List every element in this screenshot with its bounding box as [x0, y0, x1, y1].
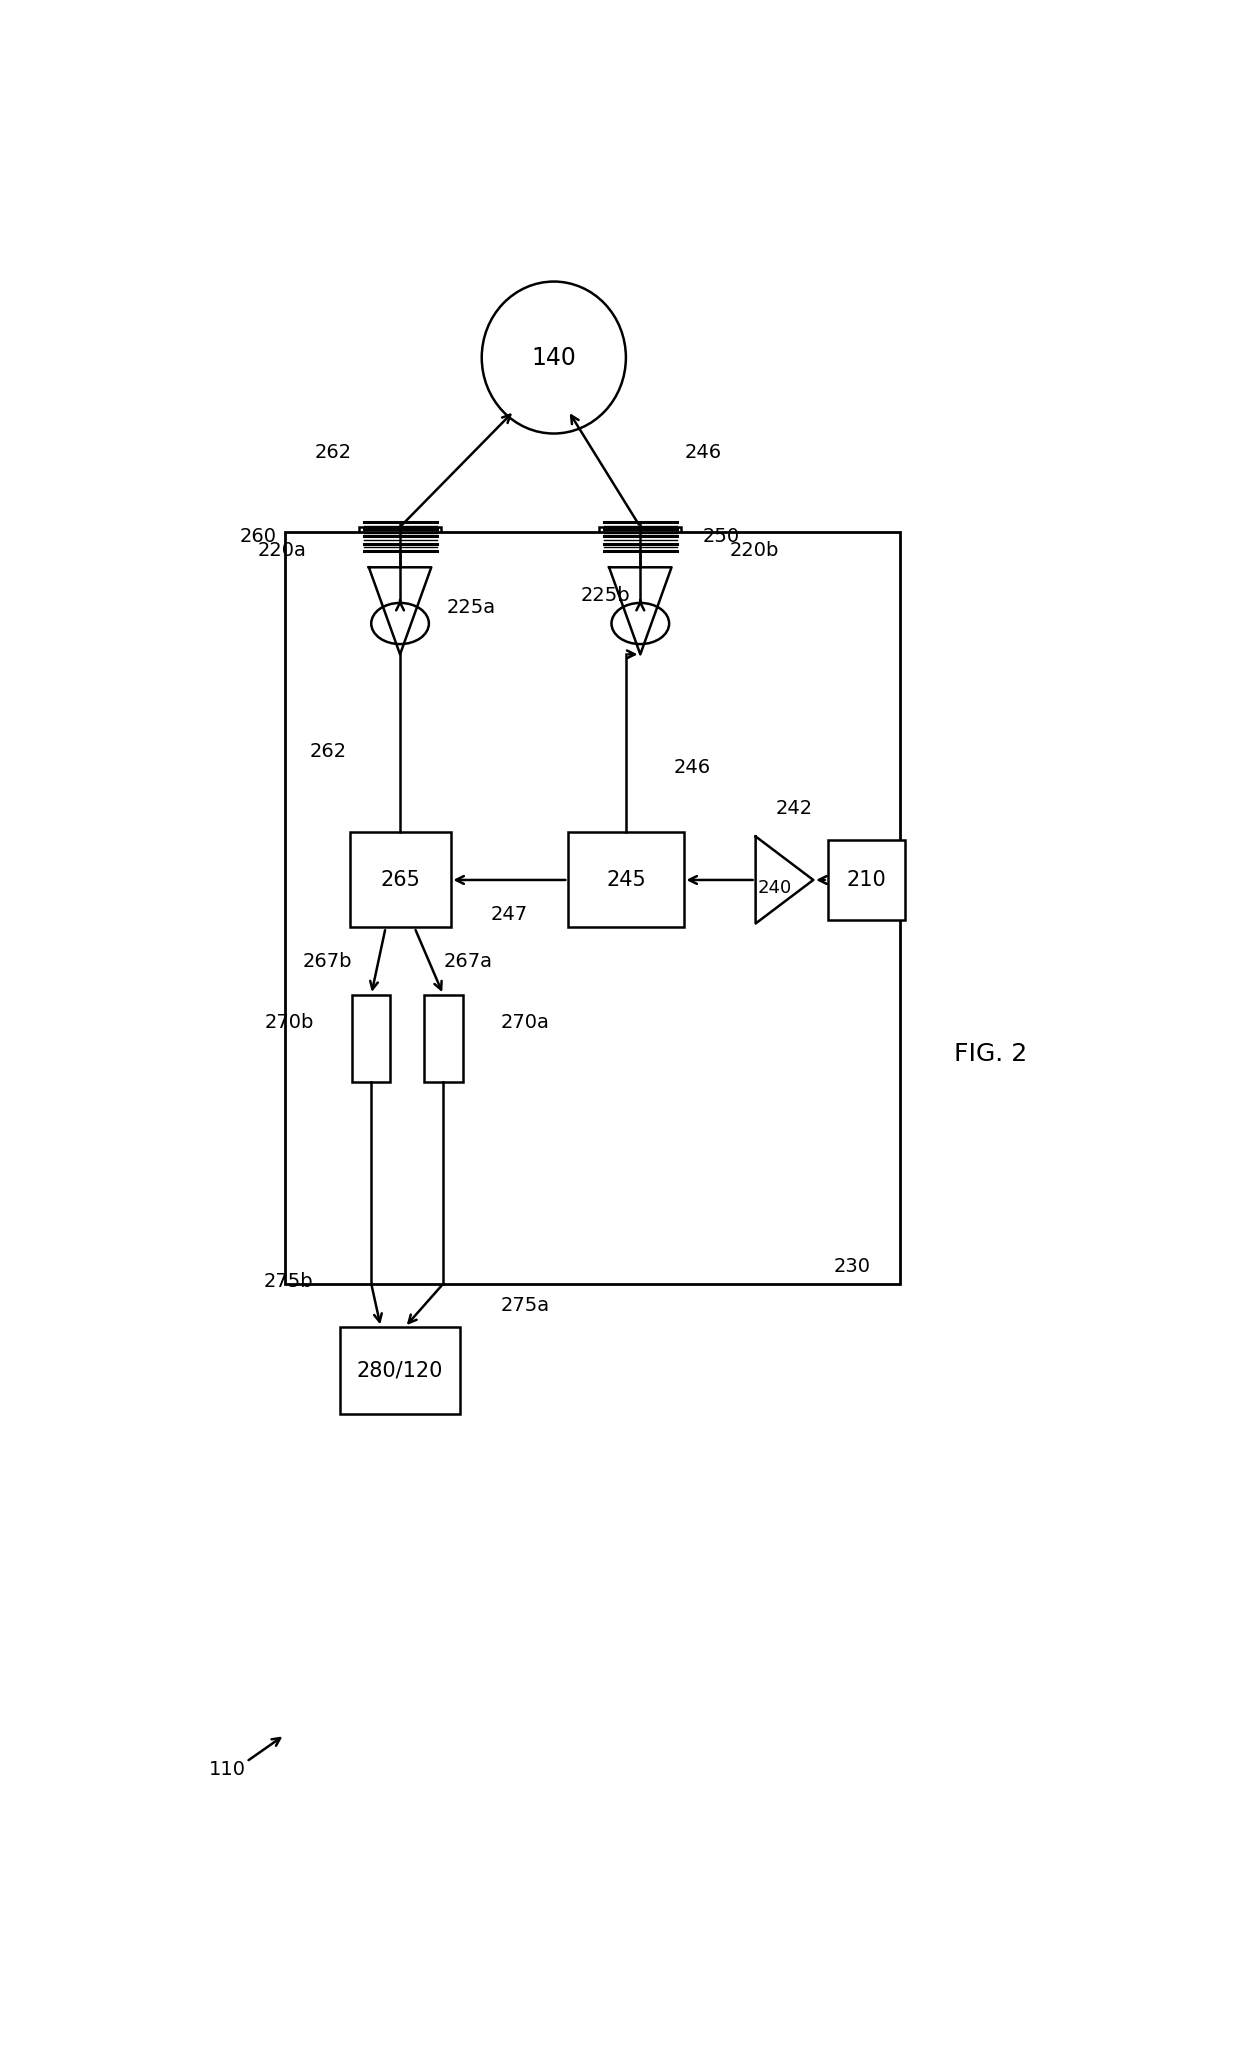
- Text: 246: 246: [675, 759, 711, 777]
- Ellipse shape: [482, 282, 626, 434]
- Text: 270b: 270b: [264, 1014, 314, 1032]
- Text: 262: 262: [314, 442, 351, 463]
- Text: 275a: 275a: [501, 1295, 551, 1316]
- Polygon shape: [755, 837, 813, 923]
- FancyBboxPatch shape: [285, 533, 900, 1283]
- Text: 246: 246: [684, 442, 722, 463]
- Text: 270a: 270a: [501, 1014, 549, 1032]
- Text: 267a: 267a: [444, 952, 492, 970]
- Polygon shape: [368, 567, 432, 654]
- Text: 265: 265: [381, 870, 420, 890]
- Text: 260: 260: [241, 526, 277, 547]
- Text: 267b: 267b: [303, 952, 352, 970]
- Text: 210: 210: [846, 870, 887, 890]
- Text: 220b: 220b: [729, 541, 779, 559]
- FancyBboxPatch shape: [424, 995, 463, 1081]
- Ellipse shape: [371, 602, 429, 644]
- Text: 240: 240: [758, 878, 792, 896]
- Text: 275b: 275b: [264, 1273, 314, 1291]
- Text: 220a: 220a: [258, 541, 306, 559]
- Text: 245: 245: [606, 870, 646, 890]
- Text: 280/120: 280/120: [357, 1361, 443, 1382]
- Text: 230: 230: [835, 1256, 870, 1277]
- Ellipse shape: [611, 602, 670, 644]
- FancyBboxPatch shape: [340, 1328, 460, 1415]
- FancyBboxPatch shape: [350, 833, 450, 927]
- FancyBboxPatch shape: [360, 526, 441, 600]
- Text: 110: 110: [208, 1760, 246, 1778]
- Text: 140: 140: [532, 345, 577, 370]
- Text: 247: 247: [491, 905, 528, 925]
- Text: 225b: 225b: [582, 586, 631, 604]
- Text: 250: 250: [703, 526, 740, 547]
- FancyBboxPatch shape: [568, 833, 683, 927]
- Text: 225a: 225a: [446, 598, 495, 617]
- Text: FIG. 2: FIG. 2: [955, 1042, 1028, 1067]
- FancyBboxPatch shape: [352, 995, 391, 1081]
- Text: 242: 242: [775, 800, 812, 818]
- FancyBboxPatch shape: [599, 526, 681, 600]
- Text: 262: 262: [310, 742, 347, 761]
- Polygon shape: [609, 567, 672, 654]
- FancyBboxPatch shape: [828, 841, 904, 919]
